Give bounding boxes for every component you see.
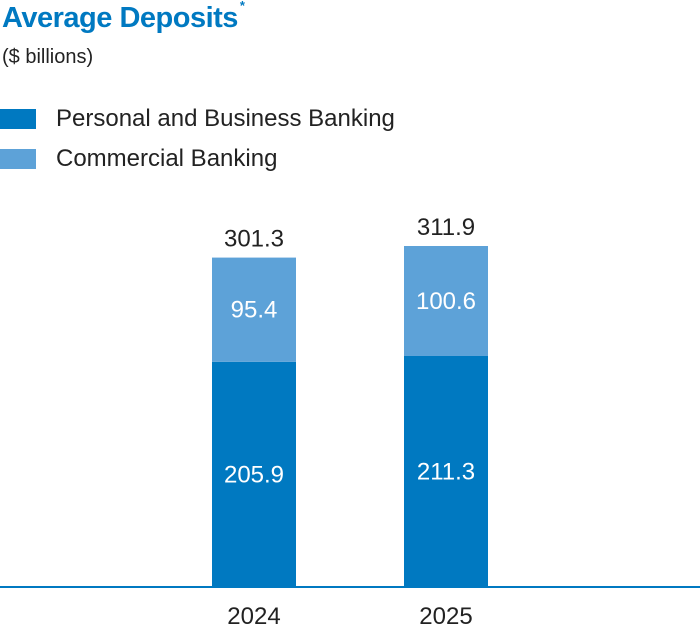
total-label-2024: 301.3 bbox=[224, 226, 284, 253]
bar-segment-2024-personal-business bbox=[212, 361, 296, 587]
legend-label-personal-business: Personal and Business Banking bbox=[56, 105, 395, 132]
chart-title: Average Deposits * bbox=[2, 0, 245, 35]
legend-label-commercial: Commercial Banking bbox=[56, 145, 278, 172]
legend-swatch-personal-business bbox=[0, 109, 36, 129]
bar-segment-2025-personal-business bbox=[404, 355, 488, 587]
legend-item-personal-business: Personal and Business Banking bbox=[0, 105, 395, 132]
data-label-2024-personal-business: 205.9 bbox=[224, 461, 284, 488]
data-label-2025-personal-business: 211.3 bbox=[417, 458, 475, 485]
total-label-2025: 311.9 bbox=[417, 214, 475, 241]
data-label-2024-commercial: 95.4 bbox=[231, 297, 278, 324]
legend: Personal and Business Banking Commercial… bbox=[0, 105, 395, 186]
x-tick-label-2025: 2025 bbox=[419, 603, 472, 630]
chart-subtitle: ($ billions) bbox=[2, 46, 94, 68]
title-footnote-mark: * bbox=[239, 0, 245, 13]
bar-segment-2024-commercial bbox=[212, 257, 296, 362]
legend-item-commercial: Commercial Banking bbox=[0, 145, 395, 172]
bar-segment-2025-commercial bbox=[404, 246, 488, 356]
legend-swatch-commercial bbox=[0, 149, 36, 169]
x-tick-label-2024: 2024 bbox=[227, 603, 280, 630]
data-label-2025-commercial: 100.6 bbox=[416, 288, 476, 315]
chart-title-text: Average Deposits bbox=[2, 2, 238, 34]
